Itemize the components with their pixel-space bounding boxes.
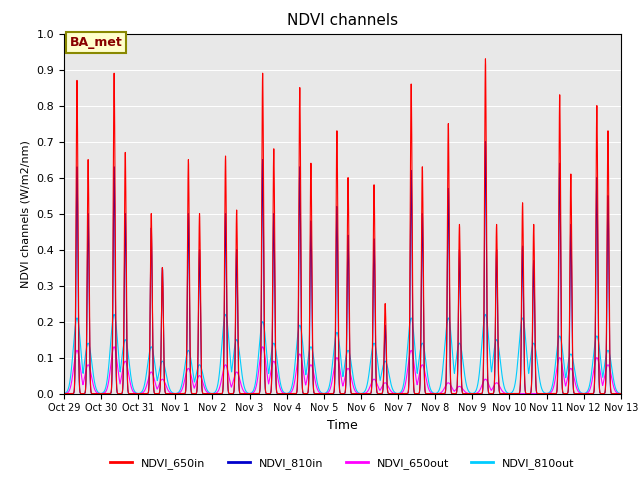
NDVI_810out	[274, 363, 282, 369]
NDVI_650in	[124, 377, 131, 383]
NDVI_810in	[274, 391, 282, 396]
NDVI_810out	[617, 391, 625, 396]
X-axis label: Time: Time	[327, 419, 358, 432]
NDVI_650out	[617, 391, 625, 396]
NDVI_810in	[482, 139, 490, 144]
NDVI_650out	[606, 368, 614, 373]
NDVI_810out	[110, 312, 118, 317]
NDVI_650in	[157, 373, 164, 379]
NDVI_810in	[617, 391, 625, 396]
NDVI_650in	[606, 367, 614, 373]
NDVI_650out	[110, 344, 118, 349]
NDVI_650in	[482, 56, 490, 61]
Text: BA_met: BA_met	[70, 36, 122, 49]
NDVI_810out	[606, 355, 614, 360]
NDVI_810out	[124, 347, 132, 353]
NDVI_810out	[172, 391, 179, 396]
NDVI_650out	[124, 366, 132, 372]
NDVI_650in	[274, 391, 282, 396]
NDVI_650out	[157, 378, 164, 384]
NDVI_810out	[547, 388, 554, 394]
Line: NDVI_810in: NDVI_810in	[64, 142, 621, 394]
Legend: NDVI_650in, NDVI_810in, NDVI_650out, NDVI_810out: NDVI_650in, NDVI_810in, NDVI_650out, NDV…	[106, 453, 579, 473]
NDVI_650out	[298, 358, 306, 364]
Line: NDVI_810out: NDVI_810out	[64, 314, 621, 394]
NDVI_810in	[298, 360, 305, 366]
NDVI_650out	[274, 374, 282, 380]
NDVI_810in	[60, 391, 68, 396]
NDVI_810in	[606, 373, 614, 379]
NDVI_650in	[298, 349, 305, 355]
NDVI_810in	[546, 391, 554, 396]
NDVI_810out	[298, 334, 306, 339]
NDVI_650out	[506, 391, 514, 396]
Title: NDVI channels: NDVI channels	[287, 13, 398, 28]
NDVI_810in	[124, 381, 131, 386]
Line: NDVI_650out: NDVI_650out	[64, 347, 621, 394]
NDVI_650in	[60, 391, 68, 396]
NDVI_810out	[157, 361, 164, 367]
NDVI_810out	[60, 391, 68, 396]
NDVI_650out	[60, 391, 68, 396]
NDVI_810in	[157, 373, 164, 379]
NDVI_650out	[547, 390, 554, 396]
NDVI_650in	[617, 391, 625, 396]
NDVI_650in	[546, 391, 554, 396]
Line: NDVI_650in: NDVI_650in	[64, 59, 621, 394]
Y-axis label: NDVI channels (W/m2/nm): NDVI channels (W/m2/nm)	[21, 140, 31, 288]
